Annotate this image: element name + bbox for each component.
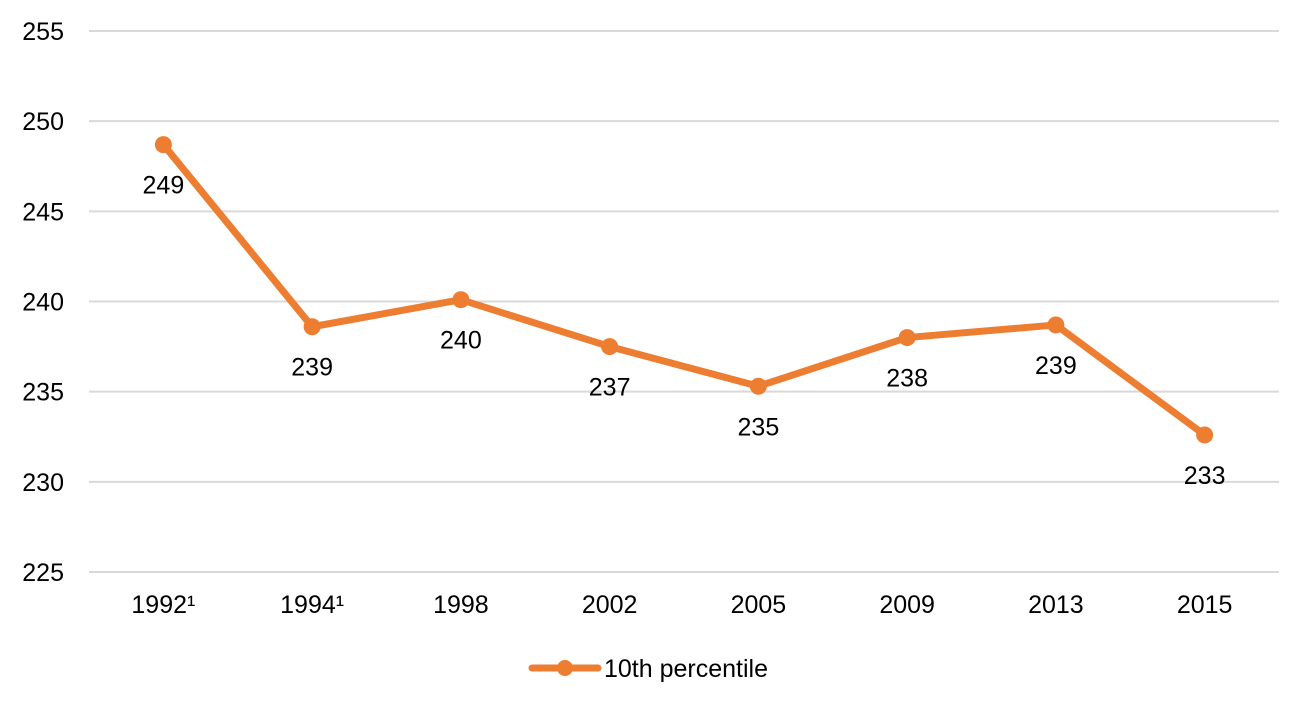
x-tick-label: 1992¹ <box>131 591 195 619</box>
series-group: 249 239 240 237 235 238 239 233 <box>143 136 1226 490</box>
x-axis: 1992¹ 1994¹ 1998 2002 2005 2009 2013 2015 <box>131 591 1232 619</box>
x-tick-label: 1998 <box>433 591 489 619</box>
data-label: 239 <box>291 354 333 382</box>
data-label: 238 <box>886 365 928 393</box>
data-label: 249 <box>143 172 185 200</box>
data-point <box>601 338 619 356</box>
data-label: 233 <box>1184 462 1226 490</box>
y-tick-label: 240 <box>22 289 64 317</box>
data-label: 235 <box>738 413 780 441</box>
legend: 10th percentile <box>528 655 768 683</box>
data-point <box>1047 316 1065 334</box>
data-point <box>303 318 321 336</box>
y-tick-label: 255 <box>22 18 64 46</box>
y-tick-label: 225 <box>22 559 64 587</box>
data-point <box>898 329 916 347</box>
x-tick-label: 2005 <box>731 591 787 619</box>
series-line <box>159 141 1209 439</box>
x-tick-label: 2015 <box>1177 591 1233 619</box>
data-label: 239 <box>1035 352 1077 380</box>
data-point <box>452 291 470 309</box>
y-tick-label: 235 <box>22 379 64 407</box>
data-label: 237 <box>589 374 631 402</box>
y-axis: 225 230 235 240 245 250 255 <box>22 18 64 587</box>
data-point <box>154 136 172 154</box>
data-label: 240 <box>440 327 482 355</box>
gridlines <box>89 30 1279 573</box>
legend-marker <box>557 660 573 676</box>
legend-label: 10th percentile <box>604 655 768 683</box>
x-tick-label: 1994¹ <box>280 591 344 619</box>
data-point <box>749 377 767 395</box>
y-tick-label: 250 <box>22 108 64 136</box>
x-tick-label: 2013 <box>1028 591 1084 619</box>
x-tick-label: 2009 <box>879 591 935 619</box>
y-tick-label: 230 <box>22 469 64 497</box>
y-tick-label: 245 <box>22 198 64 226</box>
x-tick-label: 2002 <box>582 591 638 619</box>
data-point <box>1196 426 1214 444</box>
